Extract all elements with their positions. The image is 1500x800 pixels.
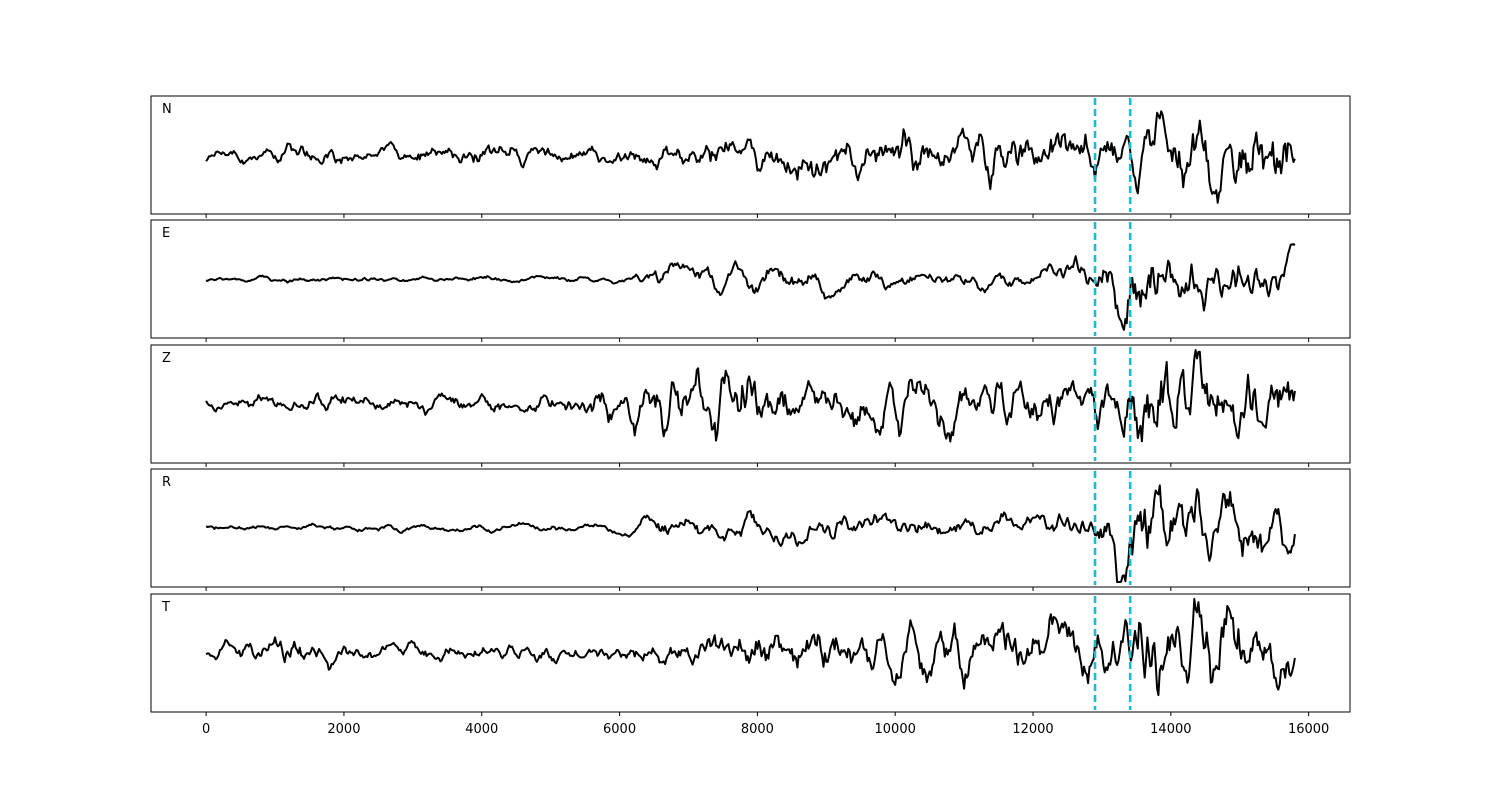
panel-frame bbox=[150, 468, 1351, 588]
x-tick-label: 2000 bbox=[327, 722, 360, 737]
panel-label-r: R bbox=[162, 475, 171, 490]
panel-r: R bbox=[150, 468, 1351, 591]
x-tick-label: 4000 bbox=[465, 722, 498, 737]
panel-frame bbox=[150, 219, 1351, 339]
panel-frame bbox=[150, 593, 1351, 713]
trace-t bbox=[205, 598, 1296, 697]
x-tick-label: 0 bbox=[202, 722, 210, 737]
x-tick-label: 14000 bbox=[1150, 722, 1191, 737]
x-tick-label: 8000 bbox=[741, 722, 774, 737]
panel-label-z: Z bbox=[162, 351, 171, 366]
panel-n: N bbox=[150, 95, 1351, 218]
panels: N E Z R T bbox=[150, 95, 1351, 716]
panel-label-n: N bbox=[162, 102, 172, 117]
panel-e: E bbox=[150, 219, 1351, 342]
x-tick-label: 6000 bbox=[603, 722, 636, 737]
x-tick-label: 16000 bbox=[1288, 722, 1329, 737]
panel-t: T bbox=[150, 593, 1351, 716]
panel-label-t: T bbox=[161, 600, 170, 615]
trace-z bbox=[205, 349, 1296, 443]
x-axis: 0 2000 4000 6000 8000 10000 12000 14000 16000 bbox=[202, 722, 1329, 737]
trace-n bbox=[205, 110, 1296, 204]
panel-label-e: E bbox=[162, 226, 170, 241]
trace-e bbox=[205, 243, 1296, 331]
panel-frame bbox=[150, 95, 1351, 215]
x-tick-label: 10000 bbox=[875, 722, 916, 737]
trace-r bbox=[205, 484, 1296, 583]
panel-z: Z bbox=[150, 344, 1351, 467]
x-tick-label: 12000 bbox=[1012, 722, 1053, 737]
panel-frame bbox=[150, 344, 1351, 464]
